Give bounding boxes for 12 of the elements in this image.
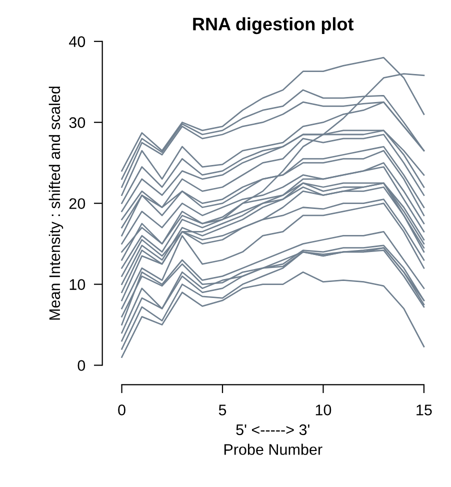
x-tick-label: 10 <box>316 404 332 416</box>
y-tick-label: 20 <box>69 198 86 210</box>
x-axis-title: 5' <-----> 3' Probe Number <box>224 424 322 455</box>
y-tick-label: 30 <box>69 117 86 128</box>
x-tick-label: 15 <box>416 404 432 416</box>
y-tick-label: 0 <box>78 360 86 371</box>
x-tick-label: 5 <box>218 404 226 416</box>
y-tick-label: 10 <box>70 279 86 290</box>
y-axis-title: Mean Intensity : shifted and scaled <box>48 86 64 320</box>
x-tick-label: 0 <box>118 404 126 416</box>
y-tick-label: 40 <box>69 36 86 48</box>
chart-title: RNA digestion plot <box>193 17 354 34</box>
